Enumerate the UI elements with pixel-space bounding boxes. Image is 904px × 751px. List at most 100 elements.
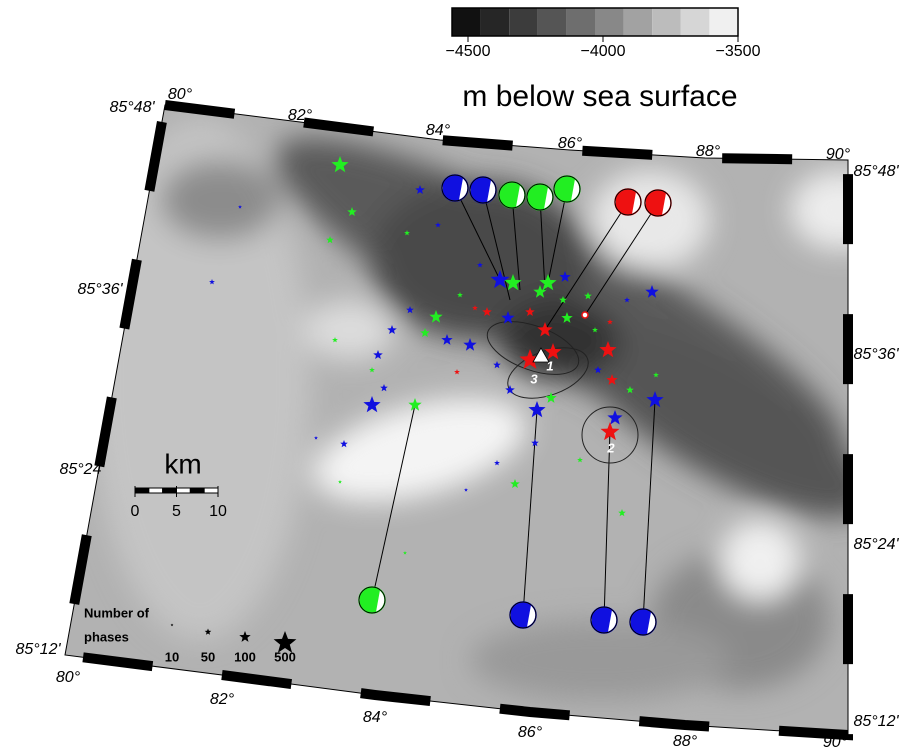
- mechanism-link: [603, 429, 611, 621]
- scale-segment: [162, 487, 178, 494]
- cluster-label: 2: [606, 440, 615, 455]
- legend-size-label: 100: [234, 649, 256, 664]
- focal-mechanism-fill: [511, 602, 531, 628]
- event-star: [505, 385, 515, 394]
- colorbar-tick-label: −4500: [446, 43, 491, 60]
- cluster-ellipse: [486, 321, 580, 375]
- event-star: [606, 374, 618, 385]
- mechanism-link: [454, 187, 501, 281]
- events: 1 2 3: [209, 156, 672, 636]
- event-star: [209, 279, 215, 285]
- focal-mechanism-outline: [509, 601, 537, 629]
- legend-title: phases: [84, 629, 129, 644]
- event-star: [559, 271, 571, 282]
- scale-segment: [148, 487, 164, 494]
- legend-star: [204, 628, 212, 635]
- focal-mechanism-outline: [590, 606, 618, 634]
- focal-mechanism-fill: [631, 609, 651, 635]
- colorbar-swatch: [452, 8, 481, 36]
- event-star: [415, 185, 425, 194]
- scale-unit: km: [164, 448, 201, 479]
- graticule-label: 85°48': [109, 99, 155, 116]
- graticule-label: 85°36': [77, 281, 123, 298]
- mechanism-link: [642, 399, 656, 623]
- event-star: [441, 334, 453, 345]
- mechanism-link: [482, 189, 511, 301]
- event-star: [326, 236, 334, 244]
- graticule-label: 85°36': [853, 346, 899, 363]
- event-star: [577, 457, 583, 463]
- event-star: [645, 285, 659, 298]
- graticule-label: 86°: [558, 135, 583, 152]
- legend-size-label: 50: [201, 649, 215, 664]
- focal-mechanism-fill: [616, 189, 636, 215]
- legend-title: Number of: [84, 605, 150, 620]
- event-star: [387, 325, 397, 334]
- event-star: [338, 480, 342, 484]
- graticule-label: 85°24': [59, 461, 105, 478]
- cluster-label: 3: [530, 371, 538, 386]
- event-star: [653, 372, 659, 378]
- focal-mechanism-fill: [555, 176, 575, 202]
- event-star: [599, 341, 617, 358]
- event-star: [561, 312, 573, 323]
- colorbar: −4500 −4000 −3500: [446, 7, 761, 60]
- event-star: [607, 410, 623, 425]
- graticule-label: 84°: [363, 709, 388, 726]
- focal-mechanism-outline: [441, 174, 469, 202]
- graticule-label: 88°: [696, 143, 721, 160]
- event-star: [537, 322, 553, 337]
- colorbar-swatch: [595, 8, 624, 36]
- marker: [581, 311, 589, 319]
- focal-mechanism-fill: [500, 182, 520, 208]
- event-star: [501, 311, 515, 324]
- event-star: [420, 328, 430, 337]
- graticule-label: 84°: [426, 122, 451, 139]
- graticule-label: 82°: [288, 107, 313, 124]
- focal-mechanism-fill: [528, 184, 548, 210]
- graticule-label: 80°: [168, 86, 193, 103]
- scale-tick-label: 10: [209, 503, 227, 520]
- focal-mechanism-fill: [471, 177, 491, 203]
- event-star: [533, 285, 547, 298]
- graticule-label: 85°24': [853, 536, 899, 553]
- focal-mechanism-outline: [644, 189, 672, 217]
- map-frame-outline: [64, 104, 849, 736]
- legend-star: [170, 623, 174, 627]
- event-star: [331, 156, 349, 173]
- graticule-label: 85°12': [15, 641, 61, 658]
- cluster-label: 1: [546, 358, 553, 373]
- event-star: [454, 369, 460, 375]
- focal-mechanism-outline: [498, 181, 526, 209]
- legend-star: [273, 631, 297, 653]
- event-star: [429, 310, 443, 323]
- event-star: [618, 509, 626, 517]
- colorbar-tick-label: −4000: [581, 43, 626, 60]
- focal-mechanism-outline: [629, 608, 657, 636]
- event-star: [406, 306, 414, 314]
- event-star: [626, 386, 634, 394]
- colorbar-swatch: [709, 8, 738, 36]
- focal-mechanism-outline: [553, 175, 581, 203]
- scale-segment: [189, 487, 205, 494]
- graticule-label: 90°: [826, 146, 851, 163]
- colorbar-swatch: [680, 8, 710, 36]
- event-star: [238, 205, 242, 209]
- colorbar-swatch: [480, 8, 510, 36]
- event-star: [314, 436, 318, 440]
- event-star: [607, 319, 613, 325]
- scale-tick-label: 5: [172, 503, 181, 520]
- colorbar-swatch: [566, 8, 595, 36]
- event-star: [408, 398, 422, 411]
- legend-star: [239, 631, 251, 642]
- focal-mechanism-fill: [360, 587, 380, 613]
- graticule-label: 85°48': [853, 163, 899, 180]
- event-star: [544, 343, 562, 360]
- colorbar-title: m below sea surface: [462, 80, 737, 113]
- graticule-label: 88°: [673, 733, 698, 750]
- scale-segment: [134, 487, 150, 494]
- graticule-label: 86°: [518, 724, 543, 741]
- legend-size-label: 10: [165, 649, 179, 664]
